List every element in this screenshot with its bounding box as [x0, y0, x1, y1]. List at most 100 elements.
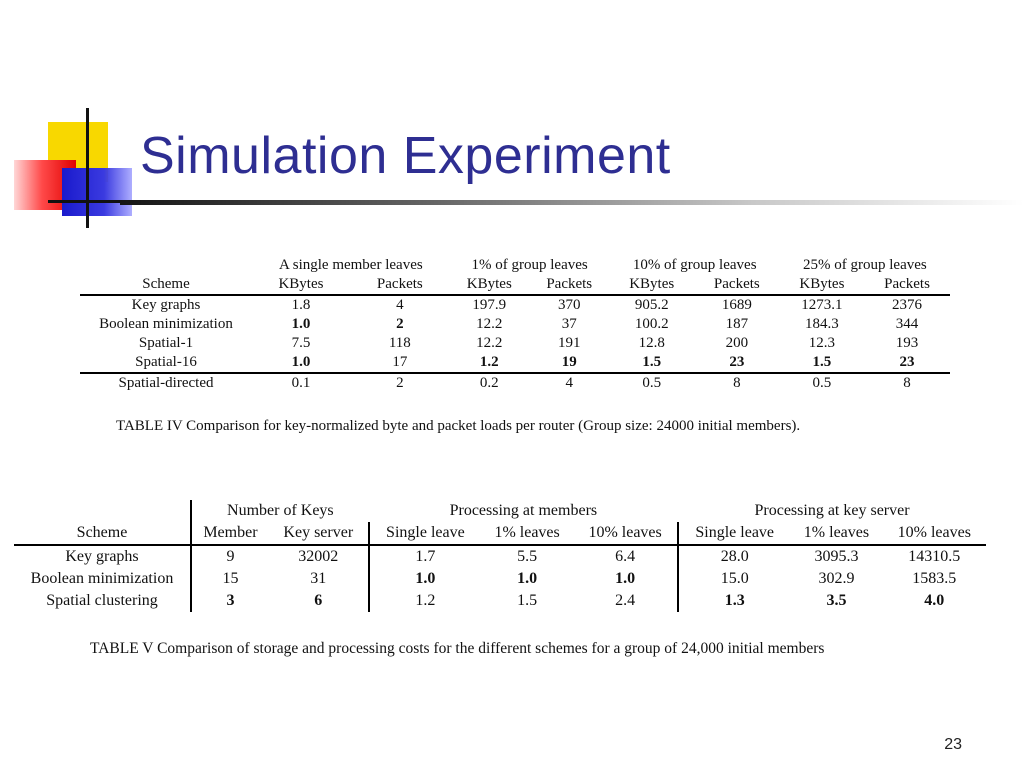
table-cell: 23: [899, 354, 915, 370]
table-v-group-header: Number of Keys: [190, 500, 369, 522]
table-cell: 2.4: [615, 592, 636, 609]
table-cell: 5.5: [517, 548, 538, 565]
table-cell: 8: [864, 372, 950, 393]
table-row: Spatial-16 1.0 17 1.2 19 1.5 23 1.5 23: [80, 353, 950, 373]
table-cell: 3095.3: [814, 548, 859, 565]
table-cell: 15.0: [677, 568, 791, 590]
table-iv-group-header: A single member leaves: [278, 257, 423, 273]
page-number: 23: [944, 736, 962, 753]
table-cell: 187: [725, 316, 749, 332]
table-iv-group-header: 25% of group leaves: [803, 257, 927, 273]
table-iv-column-header: Packets: [693, 275, 780, 296]
table-cell: 31: [310, 570, 327, 587]
table-cell: Spatial-1: [138, 335, 194, 351]
table-v: Number of Keys Processing at members Pro…: [14, 500, 986, 612]
table-cell: 1.5: [642, 354, 662, 370]
table-cell: 28.0: [677, 545, 791, 568]
table-v-column-header: Member: [190, 522, 269, 546]
table-cell: Boolean minimization: [99, 316, 233, 332]
table-cell: 1.8: [291, 297, 311, 313]
table-cell: Key graphs: [131, 297, 201, 313]
table-cell: Spatial-directed: [80, 372, 252, 393]
table-v-group-header-row: Number of Keys Processing at members Pro…: [14, 500, 986, 522]
table-row: Key graphs 1.8 4 197.9 370 905.2 1689 12…: [80, 295, 950, 315]
table-cell: 100.2: [634, 316, 669, 332]
table-v-column-header-row: Scheme Member Key server Single leave 1%…: [14, 522, 986, 546]
table-cell: 3: [190, 590, 269, 612]
table-row: Boolean minimization 1.0 2 12.2 37 100.2…: [80, 315, 950, 334]
table-cell: Boolean minimization: [30, 570, 174, 587]
table-cell: 6.4: [615, 548, 636, 565]
table-iv-column-header-row: Scheme KBytes Packets KBytes Packets KBy…: [80, 275, 950, 296]
table-cell: 8: [693, 372, 780, 393]
table-cell: 1.0: [291, 354, 311, 370]
table-cell: 2: [396, 316, 404, 332]
table-cell: 4.0: [924, 592, 945, 609]
table-cell: 191: [557, 335, 581, 351]
table-cell: 1273.1: [801, 297, 843, 313]
table-iv-column-header: Packets: [864, 275, 950, 296]
table-cell: 23: [729, 354, 745, 370]
table-cell: 0.1: [252, 372, 350, 393]
table-v-column-header: Scheme: [14, 522, 191, 546]
table-cell: 0.5: [779, 372, 865, 393]
table-v-column-header: 10% leaves: [882, 522, 986, 546]
table-cell: 2376: [892, 297, 923, 313]
table-v-group-header: Processing at members: [449, 502, 598, 519]
table-v-column-header: Key server: [268, 522, 369, 546]
table-cell: 302.9: [818, 570, 855, 587]
table-cell: 197.9: [472, 297, 507, 313]
table-cell: 0.5: [609, 372, 694, 393]
table-iv-column-header: Scheme: [80, 275, 252, 296]
table-row: Key graphs 9 32002 1.7 5.5 6.4 28.0 3095…: [14, 545, 986, 568]
table-row: Spatial clustering 3 6 1.2 1.5 2.4 1.3 3…: [14, 590, 986, 612]
table-iv-column-header: Packets: [528, 275, 610, 296]
table-v-column-header: Single leave: [677, 522, 791, 546]
table-cell: 1.0: [615, 570, 636, 587]
table-cell: 4: [528, 372, 610, 393]
table-cell: 1.0: [367, 568, 482, 590]
table-iv-group-header: 1% of group leaves: [471, 257, 588, 273]
table-cell: 1.3: [677, 590, 791, 612]
table-cell: 1689: [721, 297, 752, 313]
table-cell: 3.5: [826, 592, 847, 609]
table-v-column-header: Single leave: [367, 522, 482, 546]
table-cell: 12.2: [476, 316, 503, 332]
slide-logo: [0, 108, 140, 228]
table-cell: 1.0: [291, 316, 311, 332]
table-cell: 118: [388, 335, 411, 351]
table-iv-column-header: KBytes: [252, 275, 350, 296]
table-iv: A single member leaves 1% of group leave…: [80, 256, 950, 393]
logo-horizontal-line: [48, 200, 140, 203]
table-cell: 32002: [298, 548, 339, 565]
table-cell: 12.8: [638, 335, 665, 351]
table-cell: 370: [557, 297, 581, 313]
table-cell: 17: [392, 354, 408, 370]
table-iv-caption: TABLE IV Comparison for key-normalized b…: [116, 418, 801, 434]
table-cell: 15: [190, 568, 269, 590]
table-iv-column-header: KBytes: [449, 275, 529, 296]
table-cell: 1.2: [367, 590, 482, 612]
table-cell: 344: [895, 316, 919, 332]
table-row: Spatial-1 7.5 118 12.2 191 12.8 200 12.3…: [80, 334, 950, 353]
table-row: Boolean minimization 15 31 1.0 1.0 1.0 1…: [14, 568, 986, 590]
table-cell: 7.5: [291, 335, 311, 351]
logo-blue-square: [62, 168, 132, 216]
table-cell: 184.3: [805, 316, 839, 332]
table-cell: 1.5: [812, 354, 832, 370]
table-v-column-header: 10% leaves: [573, 522, 679, 546]
table-iv-column-header: KBytes: [609, 275, 694, 296]
table-iv-group-header-row: A single member leaves 1% of group leave…: [80, 256, 950, 275]
logo-vertical-line: [86, 108, 89, 228]
table-v-caption: TABLE V Comparison of storage and proces…: [90, 640, 825, 657]
slide-title: Simulation Experiment: [140, 127, 671, 185]
table-cell: 6: [314, 592, 323, 609]
table-row: Spatial-directed 0.1 2 0.2 4 0.5 8 0.5 8: [80, 372, 950, 393]
table-cell: 12.2: [476, 335, 503, 351]
table-cell: 193: [895, 335, 919, 351]
table-iv-group-header: 10% of group leaves: [632, 257, 757, 273]
table-cell: 37: [561, 316, 577, 332]
table-cell: 1.2: [479, 354, 499, 370]
table-cell: 0.2: [449, 372, 529, 393]
table-cell: 1583.5: [912, 570, 957, 587]
